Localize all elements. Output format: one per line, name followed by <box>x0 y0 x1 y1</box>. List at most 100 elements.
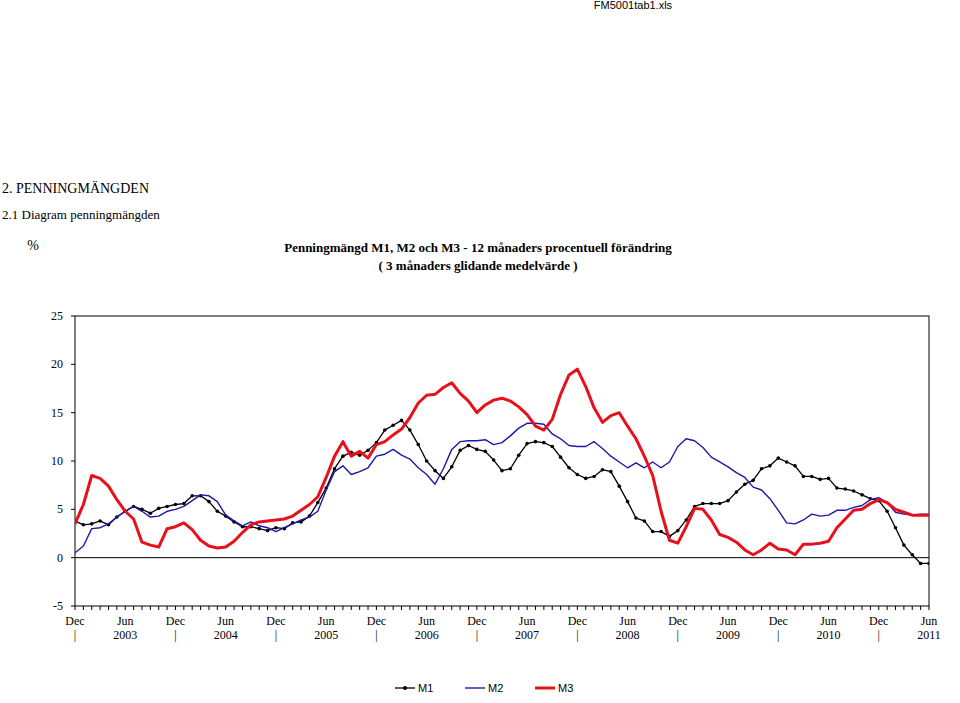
x-tick <box>443 606 444 610</box>
x-tick <box>326 606 327 610</box>
chart: FM5001tab1.xls2. PENNINGMÄNGDEN2.1 Diagr… <box>0 0 960 703</box>
x-tick <box>594 606 595 610</box>
x-tick-label: Jun2011 <box>917 614 941 642</box>
series-marker <box>525 442 529 446</box>
x-tick-label-line: | <box>74 628 76 642</box>
series-marker <box>366 449 370 453</box>
y-tick-label: 5 <box>57 502 63 516</box>
x-tick-label-line: | <box>174 628 176 642</box>
x-tick <box>552 606 553 610</box>
x-tick-label-line: Jun <box>619 614 636 628</box>
x-tick <box>677 606 678 610</box>
x-tick <box>468 606 469 610</box>
series-marker <box>274 526 278 530</box>
x-tick-label-line: Dec <box>568 614 587 628</box>
x-tick <box>200 606 201 610</box>
series-line <box>75 423 929 553</box>
x-tick <box>225 606 226 610</box>
x-tick-label: Jun2003 <box>113 614 137 642</box>
x-tick <box>652 606 653 610</box>
subsection-title: 2.1 Diagram penningmängden <box>2 207 160 222</box>
x-tick <box>870 606 871 610</box>
series-marker <box>835 486 839 490</box>
series-marker <box>718 502 722 506</box>
x-tick-label: Dec| <box>166 614 185 642</box>
x-tick-label: Dec| <box>65 614 84 642</box>
x-tick <box>862 606 863 610</box>
series-marker <box>601 468 605 472</box>
x-tick <box>560 606 561 610</box>
x-tick-label-line: | <box>878 628 880 642</box>
series-marker <box>651 530 655 534</box>
x-tick-label-line: 2005 <box>314 628 338 642</box>
y-tick <box>71 461 75 462</box>
x-tick <box>368 606 369 610</box>
series-marker <box>442 477 446 481</box>
x-tick <box>133 606 134 610</box>
zero-line <box>75 557 929 558</box>
x-tick-label-line: Jun <box>318 614 335 628</box>
series-marker <box>534 440 538 444</box>
x-tick <box>100 606 101 610</box>
x-tick-label: Jun2007 <box>515 614 539 642</box>
series-marker <box>802 475 806 479</box>
series-marker <box>860 493 864 497</box>
x-tick-label-line: 2008 <box>616 628 640 642</box>
series-marker <box>634 516 638 520</box>
series-marker <box>617 484 621 488</box>
x-tick-label-line: 2004 <box>214 628 238 642</box>
plot-frame <box>75 316 929 606</box>
x-tick <box>803 606 804 610</box>
x-tick <box>284 606 285 610</box>
x-tick-label-line: Dec <box>668 614 687 628</box>
y-tick <box>71 364 75 365</box>
x-tick <box>535 606 536 610</box>
x-tick-label-line: 2003 <box>113 628 137 642</box>
series-line <box>75 369 929 555</box>
series-marker <box>98 519 102 523</box>
series-marker <box>207 500 211 504</box>
series-marker <box>257 527 261 531</box>
series-marker <box>567 466 571 470</box>
x-tick <box>409 606 410 610</box>
x-tick <box>267 606 268 610</box>
series-marker <box>768 464 772 468</box>
x-tick <box>786 606 787 610</box>
x-tick <box>568 606 569 610</box>
x-tick-label: Dec| <box>869 614 888 642</box>
x-tick <box>317 606 318 610</box>
x-tick <box>920 606 921 610</box>
x-tick <box>401 606 402 610</box>
x-tick <box>836 606 837 610</box>
series-marker <box>341 454 345 458</box>
series-marker <box>383 428 387 432</box>
x-tick-label-line: 2009 <box>716 628 740 642</box>
x-tick <box>83 606 84 610</box>
x-tick-label: Jun2009 <box>716 614 740 642</box>
y-tick <box>71 509 75 510</box>
y-tick-label: 0 <box>57 551 63 565</box>
series-marker <box>316 501 320 505</box>
series-marker <box>475 448 479 452</box>
y-tick-label: -5 <box>53 599 63 613</box>
x-tick <box>853 606 854 610</box>
x-tick <box>820 606 821 610</box>
series-marker <box>735 490 739 494</box>
x-tick <box>342 606 343 610</box>
x-tick <box>845 606 846 610</box>
x-tick <box>242 606 243 610</box>
y-tick <box>71 606 75 607</box>
legend-swatch <box>535 687 555 690</box>
series-marker <box>400 419 404 423</box>
x-tick-label: Dec| <box>568 614 587 642</box>
series-marker <box>216 509 220 513</box>
x-tick <box>602 606 603 610</box>
x-tick <box>502 606 503 610</box>
series-marker <box>751 479 755 483</box>
x-tick-label-line: Jun <box>117 614 134 628</box>
x-tick-label: Dec| <box>769 614 788 642</box>
x-tick <box>91 606 92 610</box>
series-marker <box>910 553 914 557</box>
x-tick <box>644 606 645 610</box>
x-tick-label-line: | <box>777 628 779 642</box>
